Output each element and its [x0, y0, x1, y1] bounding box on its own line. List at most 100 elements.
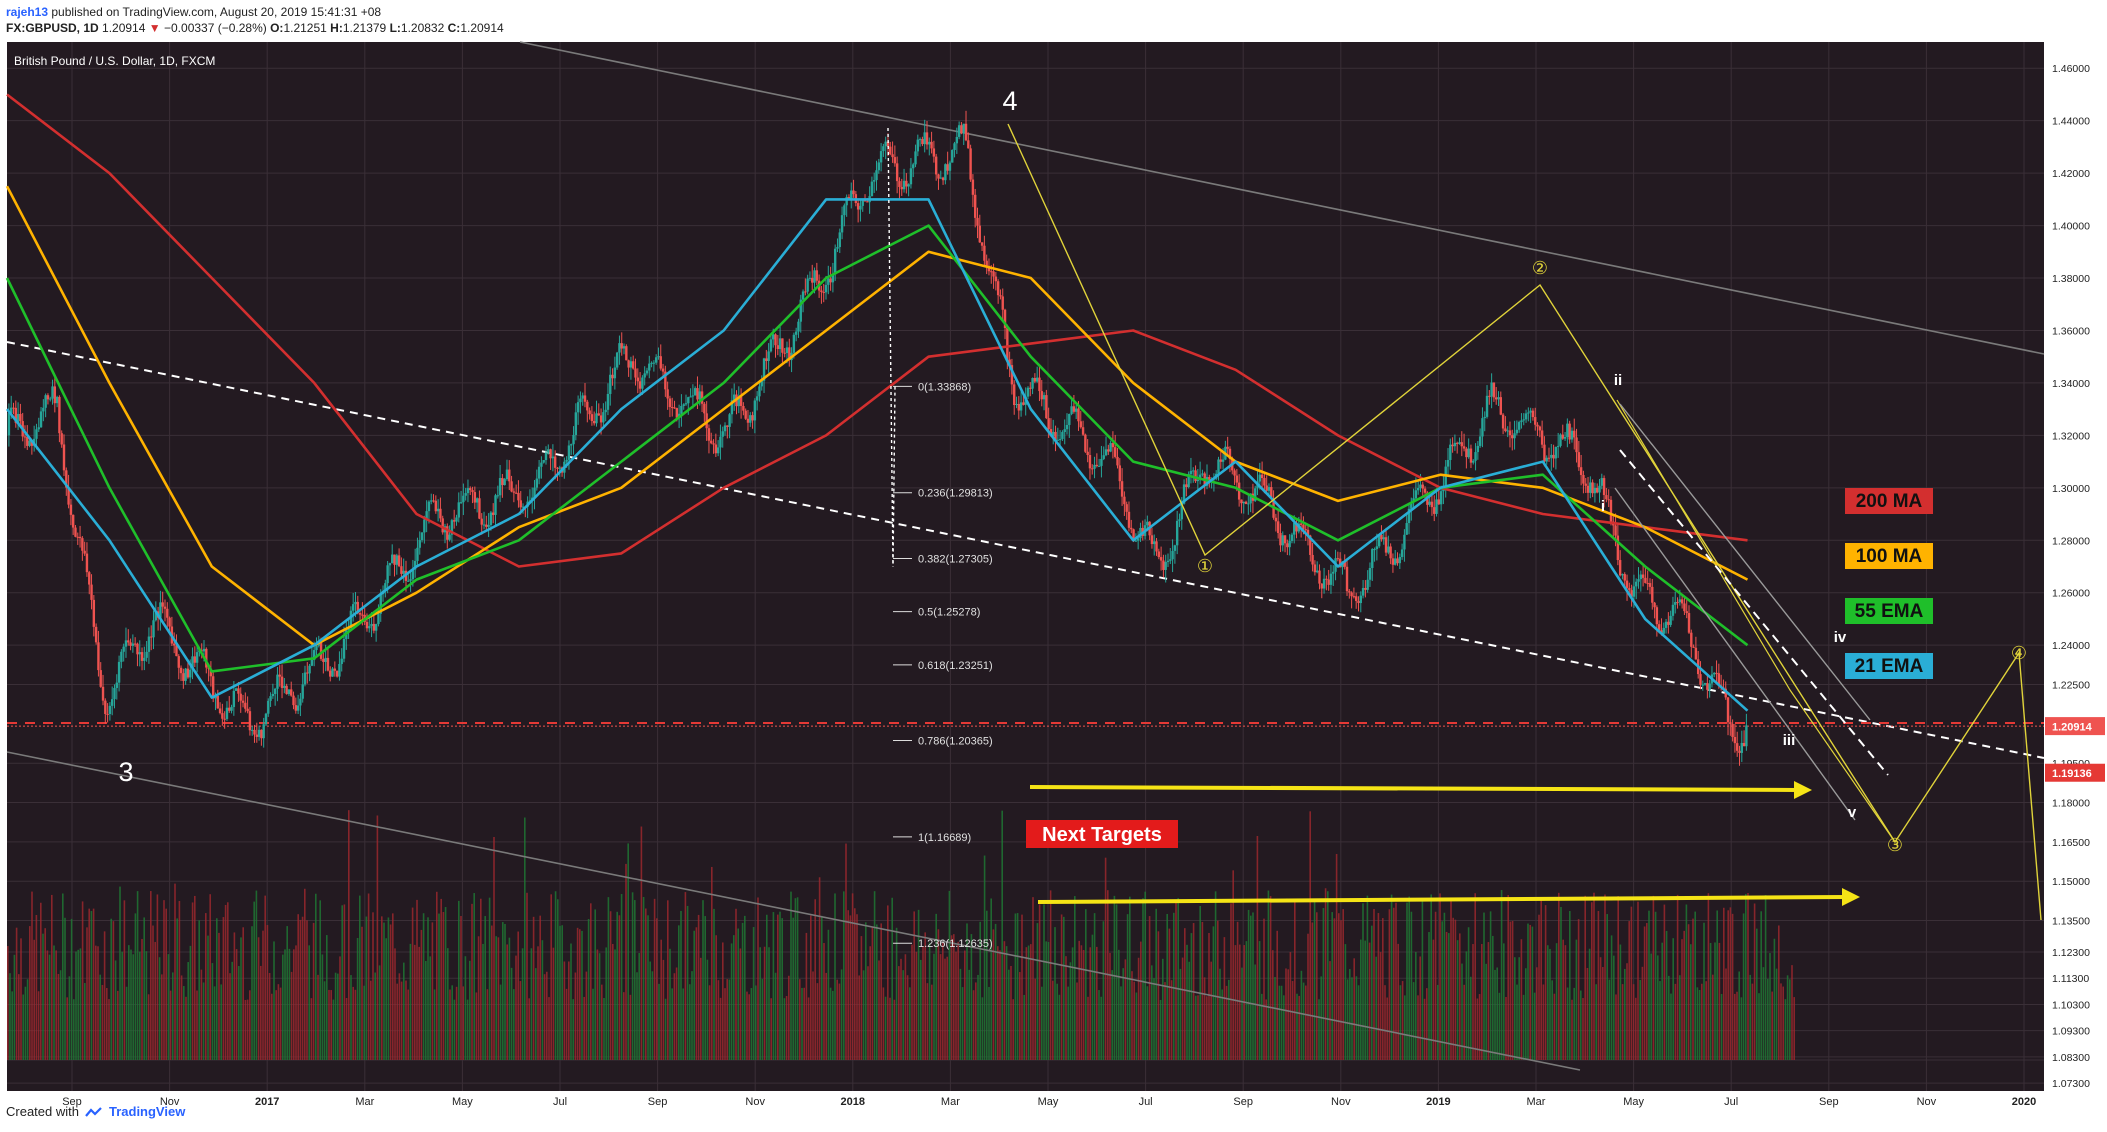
- volume-bar: [1300, 970, 1303, 1060]
- author-link[interactable]: rajeh13: [6, 5, 49, 19]
- volume-bar: [1780, 983, 1782, 1060]
- candle-body: [1453, 442, 1457, 447]
- volume-bar: [909, 987, 911, 1060]
- candle-body: [1065, 424, 1069, 430]
- volume-bar: [1318, 999, 1320, 1060]
- candle-body: [283, 685, 286, 688]
- volume-bar: [517, 931, 519, 1060]
- volume-bar: [1489, 911, 1492, 1060]
- volume-bar: [1465, 951, 1468, 1060]
- volume-bar: [1529, 924, 1531, 1060]
- candle-body: [278, 674, 281, 677]
- volume-bar: [565, 988, 568, 1060]
- candle-body: [1543, 444, 1546, 462]
- time-axis[interactable]: Sep Nov 2017 Mar May Jul Sep Nov 2018 Mar May Jul Se…: [62, 1096, 2036, 1108]
- candle-body: [74, 527, 77, 537]
- volume-bar: [1239, 944, 1241, 1060]
- candle-body: [1233, 470, 1236, 476]
- volume-bar: [407, 989, 409, 1060]
- candle-body: [1107, 449, 1110, 452]
- volume-bar: [882, 987, 885, 1060]
- volume-bar: [1441, 921, 1443, 1060]
- volume-bar: [312, 922, 315, 1060]
- volume-bar: [227, 902, 229, 1060]
- candle-body: [1040, 391, 1043, 400]
- volume-bar: [1463, 984, 1465, 1060]
- candle-body: [1352, 596, 1356, 598]
- candle-body: [1242, 501, 1245, 504]
- volume-bar: [1738, 971, 1740, 1060]
- candle-body: [941, 177, 945, 181]
- candle-body: [1600, 478, 1603, 486]
- candle-body: [189, 669, 192, 678]
- volume-bar: [22, 994, 24, 1060]
- candle-body: [914, 151, 917, 165]
- x-tick-label: Sep: [648, 1096, 668, 1108]
- volume-bar: [200, 969, 203, 1060]
- x-tick-label: Jul: [553, 1096, 567, 1108]
- candle-body: [179, 667, 183, 674]
- volume-bar: [781, 918, 783, 1060]
- volume-bar: [1745, 893, 1747, 1060]
- volume-bar: [590, 903, 592, 1060]
- candle-body: [473, 492, 477, 503]
- candle-body: [90, 584, 93, 600]
- volume-bar: [739, 948, 742, 1060]
- volume-bar: [1199, 906, 1201, 1060]
- volume-bar: [268, 973, 271, 1060]
- candle-body: [739, 396, 743, 406]
- volume-bar: [1582, 998, 1584, 1060]
- candle-body: [964, 123, 968, 141]
- candle-body: [1531, 410, 1535, 418]
- volume-bar: [1415, 951, 1417, 1060]
- price-axis[interactable]: 1.460001.440001.420001.400001.380001.360…: [2045, 63, 2105, 1090]
- candle-body: [1380, 534, 1383, 540]
- volume-bar: [385, 938, 387, 1060]
- candle-body: [462, 495, 465, 503]
- candle-body: [1182, 484, 1186, 504]
- candle-body: [632, 361, 635, 369]
- candle-body: [1153, 541, 1156, 545]
- candle-body: [1506, 430, 1509, 432]
- volume-bar: [169, 990, 172, 1060]
- volume-bar: [1164, 982, 1166, 1060]
- wave-label-v: v: [1848, 804, 1857, 821]
- volume-bar: [1599, 957, 1602, 1060]
- candle-body: [1270, 487, 1273, 499]
- candle-body: [1637, 579, 1640, 582]
- volume-bar: [669, 948, 671, 1060]
- volume-bar: [1124, 959, 1127, 1060]
- volume-bar: [1472, 944, 1474, 1060]
- volume-bar: [1652, 895, 1655, 1060]
- volume-bar: [836, 979, 838, 1060]
- candle-body: [101, 686, 105, 701]
- candle-body: [850, 190, 853, 200]
- volume-bar: [220, 984, 222, 1060]
- candle-body: [845, 196, 848, 206]
- volume-bar: [75, 951, 77, 1060]
- volume-bar: [1670, 993, 1672, 1060]
- y-tick-label: 1.44000: [2052, 116, 2090, 128]
- candle-body: [209, 668, 213, 677]
- candle-body: [1003, 309, 1007, 328]
- volume-bar: [416, 899, 418, 1060]
- candle-body: [115, 682, 118, 688]
- volume-bar: [246, 999, 249, 1060]
- candle-body: [1288, 540, 1291, 548]
- fib-dashed-link: [887, 127, 894, 567]
- volume-bar: [240, 937, 242, 1060]
- volume-bar: [546, 971, 548, 1060]
- tradingview-link[interactable]: TradingView: [108, 1104, 186, 1119]
- volume-bar: [1538, 914, 1540, 1060]
- volume-bar: [1115, 904, 1118, 1060]
- volume-bar: [794, 898, 797, 1060]
- volume-bar: [1179, 968, 1182, 1060]
- candle-body: [1552, 454, 1555, 459]
- volume-bar: [1714, 942, 1716, 1060]
- volume-bar: [323, 981, 326, 1060]
- volume-bar: [451, 985, 453, 1060]
- candle-body: [1462, 446, 1466, 449]
- candle-body: [863, 200, 867, 202]
- tradingview-logo-icon: [85, 1106, 102, 1117]
